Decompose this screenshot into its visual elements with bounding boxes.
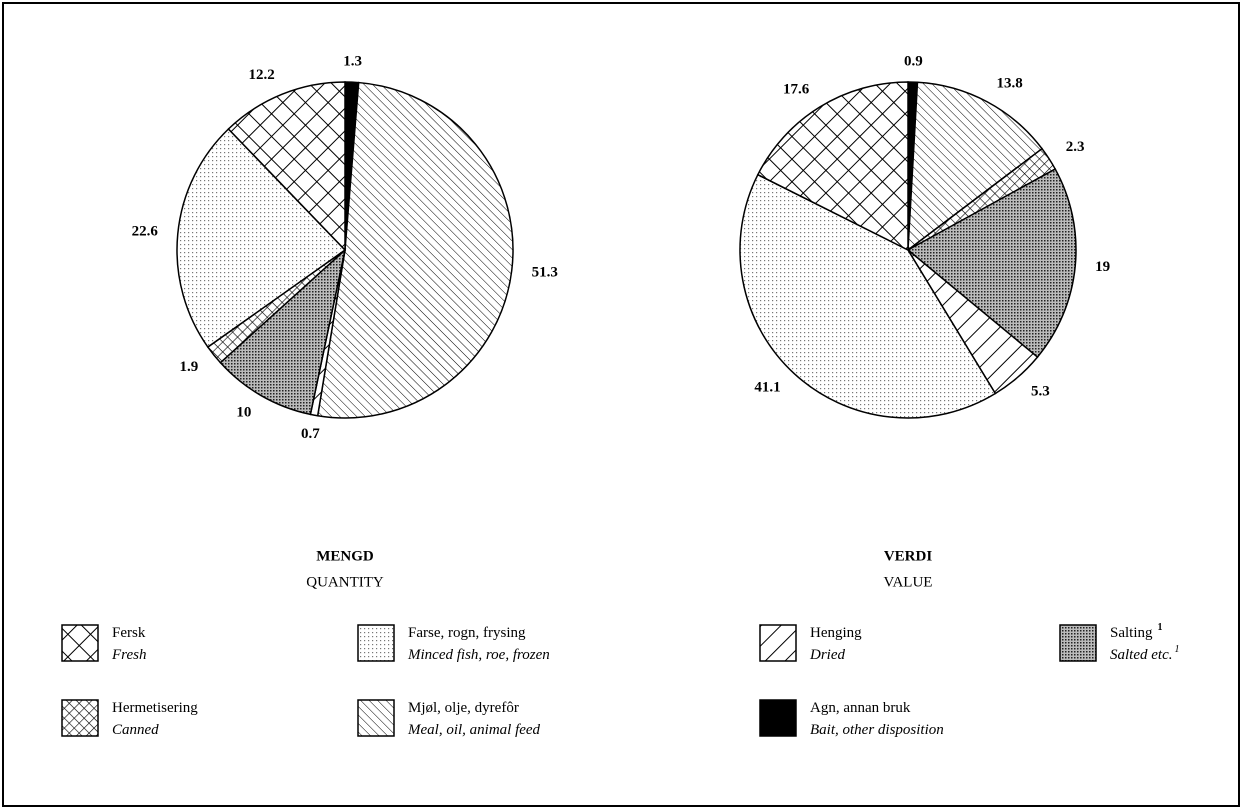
legend-name: Hermetisering bbox=[112, 700, 198, 716]
legend-name-text: Fersk bbox=[112, 625, 146, 641]
legend-swatch bbox=[1059, 624, 1097, 662]
legend-translation: Meal, oil, animal feed bbox=[407, 722, 541, 738]
pie-slice bbox=[906, 168, 1077, 359]
data-label: 1.3 bbox=[343, 54, 362, 70]
data-label: 13.8 bbox=[996, 76, 1022, 92]
legend-name-text: Henging bbox=[810, 625, 862, 641]
footnote-marker: 1 bbox=[1158, 622, 1163, 633]
pie-slice bbox=[739, 173, 997, 419]
legend-translation-text: Fresh bbox=[111, 647, 146, 663]
legend-translation-text: Dried bbox=[809, 647, 845, 663]
data-label: 5.3 bbox=[1031, 384, 1050, 400]
legend-name: Fersk bbox=[112, 625, 146, 641]
chart-title: VERDI bbox=[884, 548, 933, 564]
data-label: 2.3 bbox=[1066, 139, 1085, 155]
legend-name-text: Mjøl, olje, dyrefôr bbox=[408, 700, 519, 716]
legend-translation-text: Canned bbox=[112, 722, 159, 738]
data-label: 12.2 bbox=[248, 67, 274, 83]
legend-swatch bbox=[357, 699, 395, 737]
legend-swatch bbox=[759, 699, 797, 737]
data-label: 22.6 bbox=[132, 224, 159, 240]
legend-translation-text: Bait, other disposition bbox=[810, 722, 944, 738]
legend-swatch bbox=[759, 624, 797, 662]
legend-translation-text: Salted etc. bbox=[1110, 647, 1172, 663]
legend-name-text: Farse, rogn, frysing bbox=[408, 625, 526, 641]
legend-name-text: Hermetisering bbox=[112, 700, 198, 716]
legend-translation: Bait, other disposition bbox=[810, 722, 944, 738]
legend-name-text: Salting bbox=[1110, 625, 1153, 641]
legend-translation: Fresh bbox=[111, 647, 146, 663]
data-label: 19 bbox=[1095, 259, 1110, 275]
legend-translation-text: Meal, oil, animal feed bbox=[407, 722, 541, 738]
pie-slice bbox=[756, 81, 909, 252]
pie-slice bbox=[219, 247, 347, 416]
data-label: 0.9 bbox=[904, 54, 923, 70]
data-label: 51.3 bbox=[532, 264, 558, 280]
pie-slice bbox=[907, 81, 1044, 252]
legend-name: Salting 1 bbox=[1110, 622, 1163, 641]
legend-swatch bbox=[61, 624, 99, 662]
legend-name: Farse, rogn, frysing bbox=[408, 625, 526, 641]
pie-slice bbox=[227, 81, 346, 252]
legend-name-text: Agn, annan bruk bbox=[810, 700, 911, 716]
footnote-marker: 1 bbox=[1174, 644, 1179, 655]
pie-slice bbox=[176, 127, 347, 349]
data-label: 17.6 bbox=[783, 81, 810, 97]
data-label: 10 bbox=[236, 404, 251, 420]
legend-name: Henging bbox=[810, 625, 862, 641]
legend-name: Agn, annan bruk bbox=[810, 700, 911, 716]
legend-translation: Salted etc. 1 bbox=[1110, 644, 1179, 663]
pie-slice bbox=[316, 81, 514, 419]
data-label: 0.7 bbox=[301, 426, 320, 442]
data-label: 1.9 bbox=[180, 359, 199, 375]
legend-swatch bbox=[61, 699, 99, 737]
legend-swatch bbox=[357, 624, 395, 662]
chart-title: MENGD bbox=[316, 548, 374, 564]
legend-translation: Dried bbox=[809, 647, 845, 663]
legend-translation: Canned bbox=[112, 722, 159, 738]
legend-name: Mjøl, olje, dyrefôr bbox=[408, 700, 519, 716]
chart-subtitle: QUANTITY bbox=[306, 574, 384, 590]
data-label: 41.1 bbox=[754, 380, 780, 396]
legend-translation-text: Minced fish, roe, frozen bbox=[407, 647, 550, 663]
legend-translation: Minced fish, roe, frozen bbox=[407, 647, 550, 663]
chart-subtitle: VALUE bbox=[884, 574, 933, 590]
